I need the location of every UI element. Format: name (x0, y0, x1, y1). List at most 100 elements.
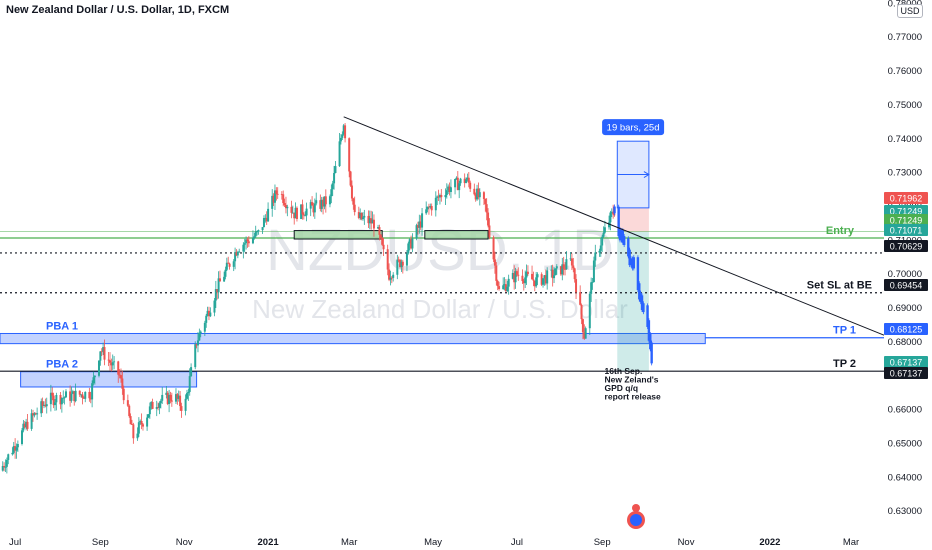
candle-body (459, 178, 462, 184)
candle-body (84, 391, 87, 399)
candle-body (411, 238, 414, 249)
candle-body (392, 274, 395, 278)
candle-body (388, 269, 391, 280)
candle-body (78, 390, 81, 395)
candle-body (225, 262, 228, 270)
forecast-candle (650, 342, 653, 364)
candle-body (543, 275, 546, 279)
candle-body (286, 206, 289, 209)
candle-body (42, 404, 45, 406)
candle-body (169, 394, 172, 401)
candle-body (493, 259, 496, 266)
candle-body (514, 271, 517, 283)
currency-selector[interactable]: USD (897, 4, 923, 18)
candle-body (71, 391, 74, 394)
candle-body (168, 394, 171, 404)
candle-body (603, 227, 606, 233)
forecast-candle (620, 230, 623, 241)
price-badge-label: 0.68125 (890, 325, 923, 335)
candle-body (419, 221, 422, 228)
y-tick-label: 0.63000 (888, 506, 922, 517)
candle-body (429, 206, 432, 208)
candle-body (275, 190, 278, 194)
price-badge (884, 356, 928, 368)
candle-body (361, 217, 364, 220)
candle-body (151, 401, 154, 409)
candle-body (227, 262, 230, 264)
candle-body (311, 202, 314, 206)
candle-body (257, 230, 260, 232)
candle-body (588, 293, 591, 329)
date-range-label: 19 bars, 25d (607, 123, 660, 134)
candle-body (290, 206, 293, 213)
candle-body (22, 423, 25, 431)
candle-body (477, 188, 480, 198)
candle-body (280, 194, 283, 195)
candle-body (485, 204, 488, 213)
y-tick-label: 0.73000 (888, 168, 922, 179)
candle-body (546, 270, 549, 284)
candle-body (213, 300, 216, 313)
candle-body (535, 277, 538, 287)
candle-body (52, 395, 55, 406)
candle-body (113, 361, 116, 363)
candle-body (190, 367, 193, 377)
candle-body (5, 459, 8, 467)
candle-body (569, 258, 572, 260)
candle-body (55, 395, 58, 403)
candle-body (591, 282, 594, 283)
y-tick-label: 0.64000 (888, 472, 922, 483)
level-label: TP 2 (833, 358, 856, 370)
x-tick-label: Sep (92, 537, 109, 548)
candle-body (176, 394, 179, 399)
forecast-candle (649, 333, 652, 350)
candle-body (473, 188, 476, 195)
candle-body (282, 194, 285, 204)
candle-body (262, 217, 265, 228)
candles (1, 123, 616, 474)
candle-body (323, 196, 326, 207)
candle-body (304, 215, 307, 217)
candle-body (338, 141, 341, 167)
candle-body (445, 190, 448, 196)
candle-body (341, 134, 344, 138)
candle-body (31, 413, 34, 416)
candle-body (132, 424, 135, 439)
candle-body (12, 446, 15, 453)
candle-body (272, 195, 275, 203)
candle-body (235, 252, 238, 256)
candle-body (488, 225, 491, 238)
candle-body (401, 261, 404, 266)
candle-body (339, 137, 342, 142)
candle-body (129, 416, 132, 425)
watermark-name: New Zealand Dollar / U.S. Dollar (252, 294, 628, 324)
candle-body (580, 304, 583, 320)
y-tick-label: 0.74000 (888, 134, 922, 145)
candle-body (447, 186, 450, 191)
candle-body (245, 239, 248, 244)
candle-body (430, 206, 433, 211)
candle-body (389, 277, 392, 280)
event-note-line: report release (605, 392, 661, 402)
candle-body (469, 182, 472, 189)
candle-body (330, 189, 333, 197)
candle-body (427, 206, 430, 208)
candle-body (550, 269, 553, 271)
candle-body (217, 278, 220, 293)
candle-body (418, 221, 421, 228)
candle-body (107, 359, 110, 361)
candle-body (158, 403, 161, 408)
candle-body (371, 219, 374, 224)
candle-body (555, 266, 558, 269)
candle-body (23, 423, 26, 428)
candle-body (344, 125, 347, 139)
candle-body (331, 183, 334, 190)
price-badge-label: 0.71962 (890, 194, 923, 204)
candle-body (70, 393, 73, 401)
forecast-candle (646, 305, 649, 327)
candle-body (513, 273, 516, 283)
candle-body (41, 401, 44, 406)
candle-body (122, 388, 125, 401)
candle-body (81, 394, 84, 398)
